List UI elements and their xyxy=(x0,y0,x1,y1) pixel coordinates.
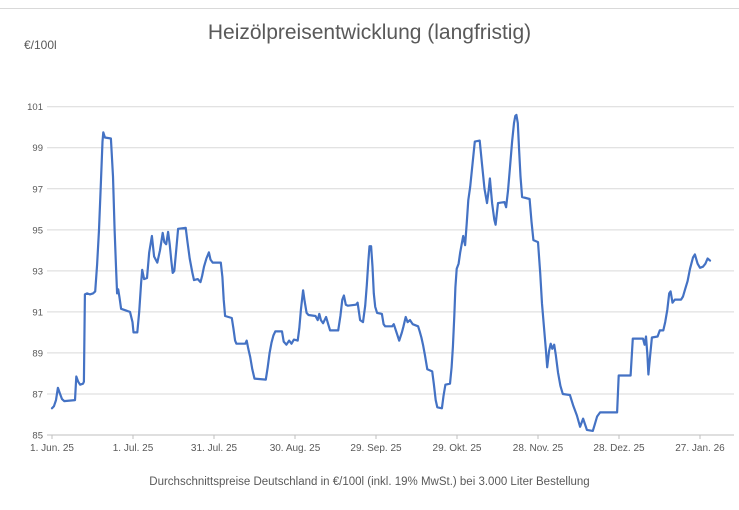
x-axis-tick-label: 30. Aug. 25 xyxy=(270,443,321,454)
y-axis-tick-label: 85 xyxy=(32,431,43,442)
chart-footer-caption: Durchschnittspreise Deutschland in €/100… xyxy=(149,476,590,488)
x-axis-tick-label: 29. Sep. 25 xyxy=(350,443,402,454)
x-axis-tick-label: 27. Jan. 26 xyxy=(675,443,725,454)
y-axis-tick-label: 99 xyxy=(32,143,43,154)
y-axis-tick-label: 97 xyxy=(32,184,43,195)
x-axis-tick-label: 28. Dez. 25 xyxy=(593,443,645,454)
y-axis-unit-label: €/100l xyxy=(24,38,57,52)
y-axis-tick-label: 95 xyxy=(32,225,43,236)
chart-top-border xyxy=(0,8,739,9)
chart-title: Heizölpreisentwicklung (langfristig) xyxy=(207,21,532,44)
x-axis-tick-label: 28. Nov. 25 xyxy=(513,443,564,454)
x-axis-tick-label: 31. Jul. 25 xyxy=(191,443,238,454)
y-axis-tick-label: 87 xyxy=(32,389,43,400)
x-axis-tick-label: 29. Okt. 25 xyxy=(433,443,482,454)
y-axis-tick-label: 101 xyxy=(27,102,43,113)
y-axis-tick-label: 91 xyxy=(32,307,43,318)
price-line xyxy=(50,113,712,432)
y-axis-tick-label: 93 xyxy=(32,266,43,277)
y-axis-tick-label: 89 xyxy=(32,348,43,359)
x-axis-tick-label: 1. Jun. 25 xyxy=(30,443,74,454)
x-axis-tick-label: 1. Jul. 25 xyxy=(113,443,154,454)
